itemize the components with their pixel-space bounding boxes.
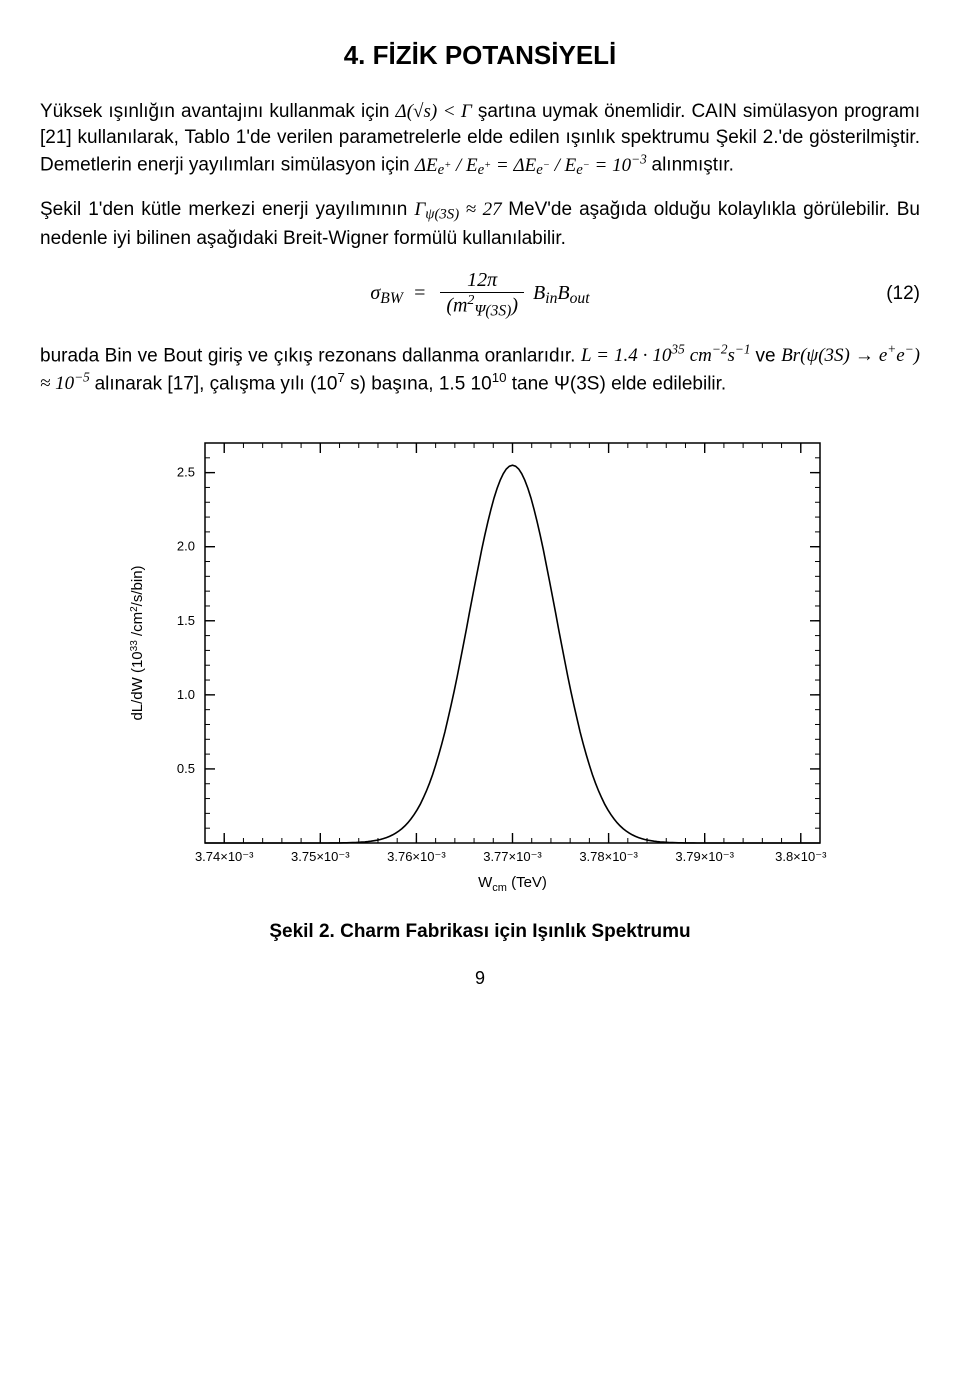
svg-text:0.5: 0.5 — [177, 761, 195, 776]
eq-part: L = 1.4 · 10 — [581, 345, 671, 366]
paragraph-3: burada Bin ve Bout giriş ve çıkış rezona… — [40, 341, 920, 397]
svg-text:3.75×10⁻³: 3.75×10⁻³ — [291, 849, 350, 864]
svg-text:2.0: 2.0 — [177, 539, 195, 554]
svg-text:2.5: 2.5 — [177, 464, 195, 479]
eq-sup: −3 — [631, 151, 647, 166]
caption-text: Şekil 2. Charm Fabrikası için Işınlık Sp… — [269, 921, 690, 942]
svg-text:Wcm (TeV): Wcm (TeV) — [478, 874, 547, 894]
body-text: Şekil 1'den kütle merkezi enerji yayılım… — [40, 199, 414, 220]
denominator: (m2Ψ(3S)) — [440, 293, 524, 321]
eq-sup: −5 — [74, 370, 90, 385]
eq-sub: BW — [380, 290, 403, 307]
eq-lhs: σ — [370, 282, 380, 304]
svg-text:3.8×10⁻³: 3.8×10⁻³ — [775, 849, 827, 864]
eq-sub: in — [545, 290, 557, 307]
eq-sub: out — [570, 290, 590, 307]
svg-text:1.0: 1.0 — [177, 687, 195, 702]
eq-sup: −1 — [735, 342, 751, 357]
svg-text:3.77×10⁻³: 3.77×10⁻³ — [483, 849, 542, 864]
inline-equation: Γψ(3S) ≈ 27 — [414, 199, 508, 220]
eq-part: ≈ 27 — [459, 199, 502, 220]
body-text: ve — [756, 345, 782, 366]
figure-caption: Şekil 2. Charm Fabrikası için Işınlık Sp… — [40, 919, 920, 945]
inline-equation: L = 1.4 · 1035 cm−2s−1 — [581, 345, 756, 366]
eq-part: / E — [555, 155, 577, 176]
eq-part: Br(ψ(3S) → e — [781, 345, 887, 366]
numerator: 12π — [440, 268, 524, 293]
svg-text:dL/dW (1033 /cm2/s/bin): dL/dW (1033 /cm2/s/bin) — [129, 565, 146, 720]
eq-part: = ΔE — [496, 155, 536, 176]
eq-sub: e− — [576, 162, 590, 178]
inline-equation: ΔEe+ / Ee+ = ΔEe− / Ee− = 10−3 — [415, 155, 652, 176]
section-title: 4. FİZİK POTANSİYELİ — [40, 40, 920, 71]
eq-sub: Ψ(3S) — [474, 302, 511, 319]
luminosity-spectrum-chart: 3.74×10⁻³ 3.75×10⁻³ 3.76×10⁻³ 3.77×10⁻³ 3.78… — [120, 425, 840, 905]
eq-sub: ψ(3S) — [425, 207, 459, 223]
svg-text:3.78×10⁻³: 3.78×10⁻³ — [579, 849, 638, 864]
page: 4. FİZİK POTANSİYELİ Yüksek ışınlığın av… — [0, 0, 960, 1009]
eq-part: cm — [685, 345, 712, 366]
eq-sup: 35 — [671, 342, 684, 357]
equation-number: (12) — [886, 283, 920, 305]
chart-svg: 3.74×10⁻³ 3.75×10⁻³ 3.76×10⁻³ 3.77×10⁻³ 3.78… — [120, 425, 840, 905]
svg-text:3.76×10⁻³: 3.76×10⁻³ — [387, 849, 446, 864]
body-text: Yüksek ışınlığın avantajını kullanmak iç… — [40, 101, 396, 122]
inline-equation: Δ(√s) < Γ — [396, 101, 472, 122]
eq-part: Γ — [414, 199, 425, 220]
eq-part: s — [727, 345, 734, 366]
eq-part: B — [557, 282, 569, 304]
eq-sup: 7 — [337, 370, 344, 385]
paragraph-2: Şekil 1'den kütle merkezi enerji yayılım… — [40, 197, 920, 251]
eq-part: (m — [446, 294, 467, 316]
eq-sub: e− — [536, 162, 550, 178]
eq-part: e — [896, 345, 904, 366]
body-text: tane Ψ(3S) elde edilebilir. — [506, 373, 726, 394]
eq-part: ΔE — [415, 155, 438, 176]
eq-part: / E — [456, 155, 478, 176]
body-text: burada Bin ve Bout giriş ve çıkış rezona… — [40, 345, 581, 366]
eq-sup: + — [887, 342, 896, 357]
svg-text:1.5: 1.5 — [177, 613, 195, 628]
eq-sup: −2 — [712, 342, 728, 357]
equation-12: σBW = 12π (m2Ψ(3S)) BinBout (12) — [40, 268, 920, 321]
eq-sup: − — [905, 342, 914, 357]
body-text: alınmıştır. — [652, 155, 734, 176]
svg-text:3.79×10⁻³: 3.79×10⁻³ — [675, 849, 734, 864]
eq-sub: e+ — [478, 162, 492, 178]
body-text: alınarak [17], çalışma yılı (10 — [95, 373, 338, 394]
eq-sub: e+ — [438, 162, 452, 178]
eq-part: = 10 — [595, 155, 632, 176]
eq-part: ) — [511, 294, 518, 316]
paragraph-1: Yüksek ışınlığın avantajını kullanmak iç… — [40, 99, 920, 181]
body-text: s) başına, 1.5 10 — [345, 373, 492, 394]
svg-text:3.74×10⁻³: 3.74×10⁻³ — [195, 849, 254, 864]
eq-sup: 10 — [492, 370, 507, 385]
eq-part: B — [533, 282, 545, 304]
page-number: 9 — [40, 968, 920, 989]
fraction: 12π (m2Ψ(3S)) — [440, 268, 524, 321]
